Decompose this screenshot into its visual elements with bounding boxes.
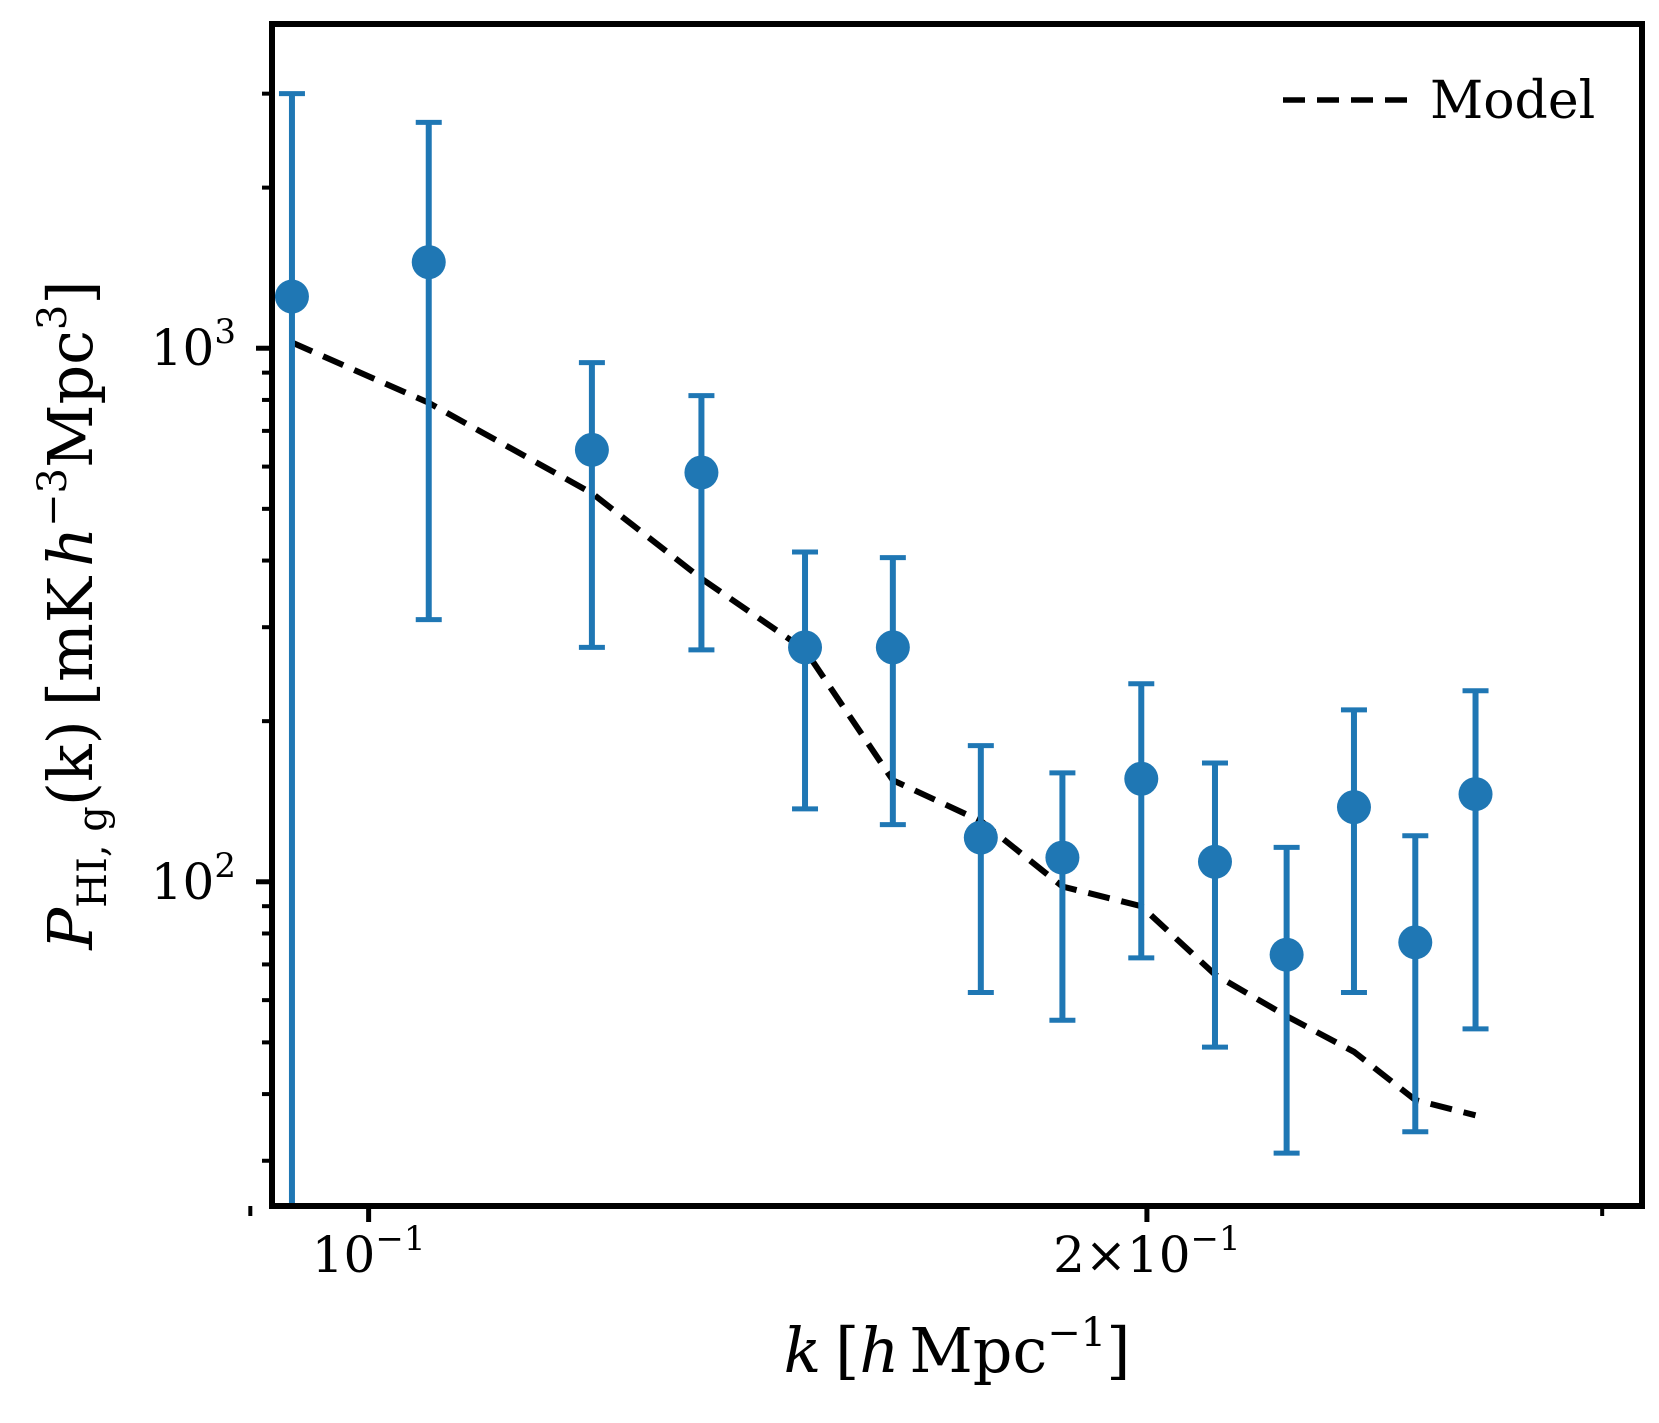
y-tick-label-exponent-2: 3 <box>214 312 236 352</box>
legend-model-label: Model <box>1430 71 1595 131</box>
x-label-bracket-close: ] <box>1106 1314 1130 1387</box>
data-point-7 <box>963 820 998 855</box>
data-point-10 <box>1197 844 1232 879</box>
data-point-14 <box>1458 777 1493 812</box>
y-label-bracket-open: [ <box>34 682 107 706</box>
x-tick-label-base-1: 10 <box>312 1226 376 1284</box>
x-tick-label-1: 10−1 <box>312 1219 426 1284</box>
x-label-mpc: Mpc <box>909 1314 1047 1387</box>
data-point-11 <box>1269 937 1304 972</box>
data-point-2 <box>411 245 446 280</box>
y-label-bracket-close: ] <box>34 280 107 304</box>
plot-area <box>275 91 1493 1203</box>
y-tick-label-exponent-1: 2 <box>214 846 236 886</box>
y-tick-label-base-1: 10 <box>151 853 215 911</box>
data-point-6 <box>875 630 910 665</box>
x-label-exponent: −1 <box>1047 1310 1106 1356</box>
x-tick-label-base-2: 2×10 <box>1053 1226 1190 1284</box>
x-axis-label: k [h Mpc−1] <box>784 1310 1131 1387</box>
y-label-mk: mK <box>34 575 107 682</box>
y-axis-label: PHI, g(k) [mK h−3Mpc3] <box>30 280 116 950</box>
y-label-subscript: HI, g <box>70 806 116 908</box>
data-point-5 <box>788 630 823 665</box>
data-point-4 <box>684 455 719 490</box>
model-line <box>290 339 1477 1119</box>
data-point-3 <box>574 432 609 467</box>
x-tick-label-exponent-1: −1 <box>375 1219 425 1259</box>
y-label-exponent-2: 3 <box>30 305 76 330</box>
data-point-13 <box>1398 925 1433 960</box>
axes-frame <box>269 21 1645 1209</box>
plot-inner <box>275 91 1493 1203</box>
y-tick-label-base-2: 10 <box>151 319 215 377</box>
data-point-1 <box>275 279 309 314</box>
data-point-9 <box>1124 761 1159 796</box>
x-tick-label-2: 2×10−1 <box>1053 1219 1240 1284</box>
x-label-bracket-open: [ <box>835 1314 859 1387</box>
x-tick-label-exponent-2: −1 <box>1191 1219 1241 1259</box>
legend: Model <box>1283 71 1595 131</box>
y-label-p: P <box>34 907 107 951</box>
y-label-mpc: Mpc <box>34 330 107 468</box>
y-tick-label-2: 103 <box>151 312 236 377</box>
y-label-h: h <box>34 527 107 567</box>
y-label-exponent-1: −3 <box>30 468 76 527</box>
data-point-12 <box>1336 790 1371 825</box>
data-point-8 <box>1045 840 1080 875</box>
x-label-h: h <box>859 1314 899 1387</box>
y-label-argument: (k) <box>34 720 107 806</box>
x-label-k: k <box>784 1314 822 1387</box>
y-tick-label-1: 102 <box>151 846 236 911</box>
